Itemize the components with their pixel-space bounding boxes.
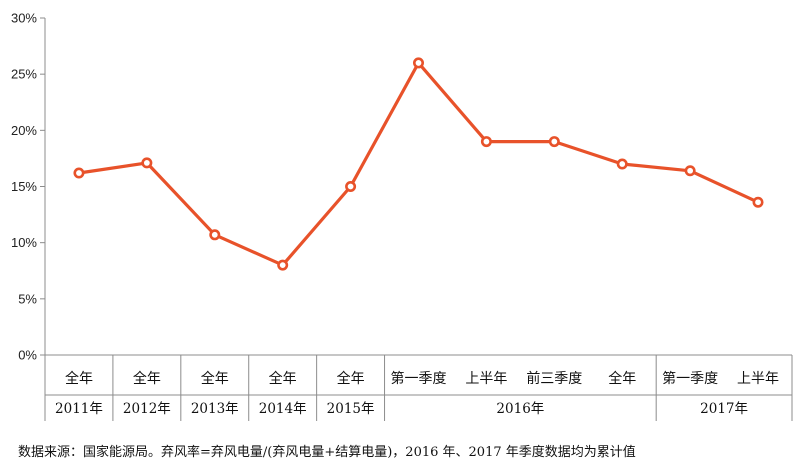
x-tick-label: 全年 <box>65 370 93 387</box>
data-point <box>480 136 492 148</box>
x-group-label: 2017年 <box>700 401 748 417</box>
series-line <box>78 61 759 267</box>
y-tick-label: 15% <box>11 179 37 194</box>
x-group-label: 2016年 <box>496 401 544 417</box>
data-point <box>684 165 696 177</box>
x-tick-label: 全年 <box>201 370 229 387</box>
x-axis: 全年 全年 全年 全年 全年 第一季度 上半年 前三季度 全年 第一季度 上半年 2011年 2012年… <box>44 354 793 421</box>
line-chart: 0% 5% 10% 15% 20% 25% 30% 全年 全年 全年 全年 全年 第一季度 上半年 前三季… <box>11 11 793 421</box>
x-group-label: 2014年 <box>259 401 307 417</box>
x-group-label: 2012年 <box>123 401 171 417</box>
y-tick-label: 10% <box>11 235 37 250</box>
x-tick-label: 全年 <box>269 370 297 387</box>
source-note: 数据来源：国家能源局。弃风率=弃风电量/(弃风电量+结算电量)，2016 年、2… <box>18 445 636 460</box>
data-point <box>209 229 221 241</box>
y-axis: 0% 5% 10% 15% 20% 25% 30% <box>11 11 46 363</box>
data-point <box>412 57 424 69</box>
x-group-label: 2013年 <box>191 401 239 417</box>
y-tick-label: 5% <box>18 291 37 306</box>
data-point <box>277 259 289 271</box>
data-point <box>141 157 153 169</box>
series-group <box>73 57 764 271</box>
x-tick-label: 全年 <box>337 370 365 387</box>
data-point <box>345 181 357 193</box>
x-tick-label: 全年 <box>133 370 161 387</box>
y-tick-label: 30% <box>11 11 37 26</box>
x-tick-label: 上半年 <box>737 371 779 387</box>
x-group-label: 2011年 <box>55 401 103 417</box>
data-point <box>73 167 85 179</box>
x-tick-label: 第一季度 <box>662 370 718 387</box>
data-point <box>616 158 628 170</box>
x-tick-label: 前三季度 <box>526 370 582 387</box>
y-tick-label: 0% <box>18 348 37 363</box>
x-tick-label: 上半年 <box>465 371 507 387</box>
data-point <box>752 196 764 208</box>
y-tick-label: 25% <box>11 67 37 82</box>
data-point <box>548 136 560 148</box>
x-tick-label: 第一季度 <box>391 370 447 387</box>
y-tick-label: 20% <box>11 123 37 138</box>
x-tick-label: 全年 <box>608 370 636 387</box>
x-group-label: 2015年 <box>327 401 375 417</box>
